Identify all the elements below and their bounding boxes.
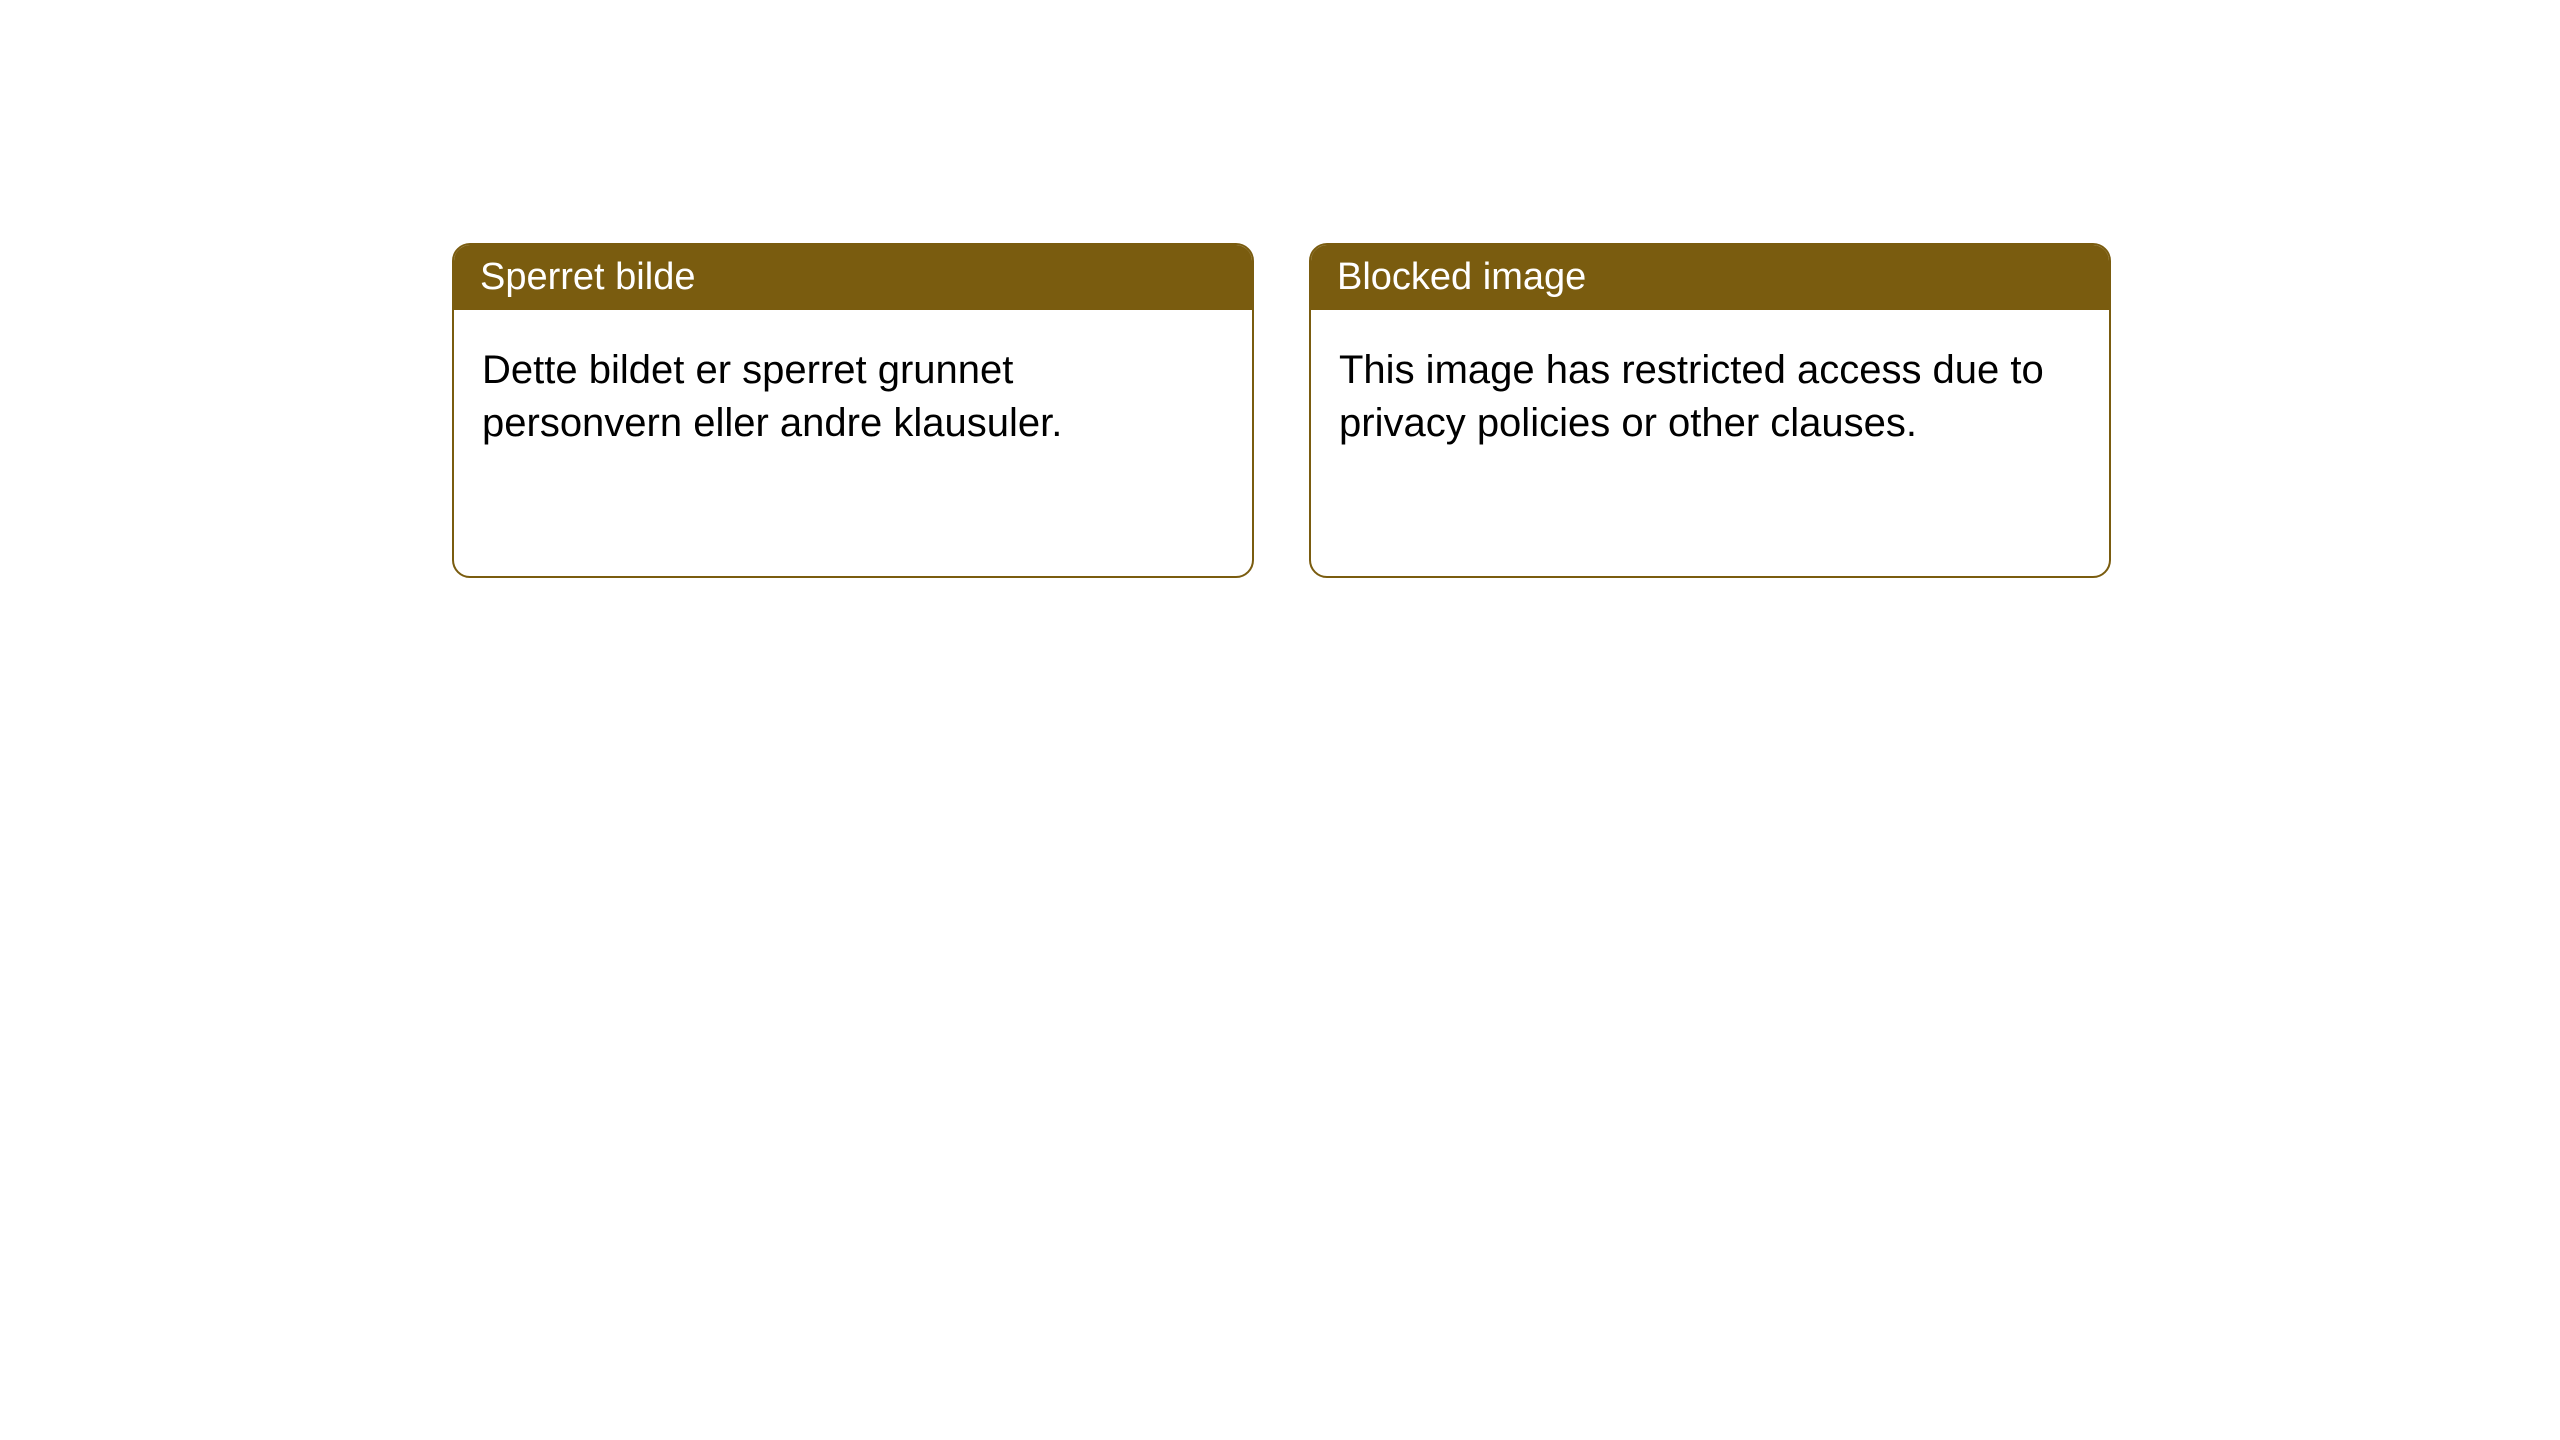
notice-card-body-text: This image has restricted access due to … (1339, 348, 2044, 445)
notice-card-norwegian: Sperret bilde Dette bildet er sperret gr… (452, 243, 1254, 578)
notice-card-header: Sperret bilde (454, 245, 1252, 310)
notice-card-body-text: Dette bildet er sperret grunnet personve… (482, 348, 1062, 445)
notice-card-header: Blocked image (1311, 245, 2109, 310)
notice-card-body: Dette bildet er sperret grunnet personve… (454, 310, 1252, 484)
notice-card-title: Blocked image (1337, 256, 1586, 298)
notice-card-english: Blocked image This image has restricted … (1309, 243, 2111, 578)
notice-card-body: This image has restricted access due to … (1311, 310, 2109, 484)
notice-cards-container: Sperret bilde Dette bildet er sperret gr… (452, 243, 2560, 578)
notice-card-title: Sperret bilde (480, 256, 695, 298)
